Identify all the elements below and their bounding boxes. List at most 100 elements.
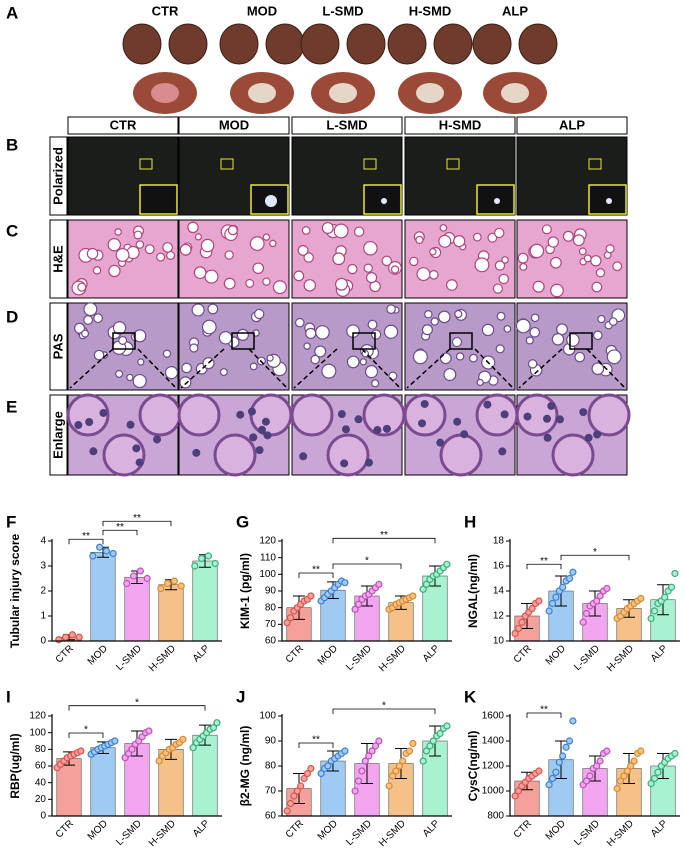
y-tick-label: 0 [40,811,46,822]
tubule [438,234,452,248]
x-tick-label: L-SMD [344,818,374,848]
tubule [551,433,595,477]
tubule [164,366,179,380]
data-point [593,597,601,605]
data-point [616,777,625,785]
data-point [565,737,574,745]
tubule [364,365,379,379]
panel-label: D [6,307,18,326]
data-point [426,742,434,750]
tubule [367,319,378,330]
data-point [511,792,519,800]
tubule [347,263,358,275]
tubule [424,310,433,319]
kidney-photo [472,23,512,65]
data-point [548,774,557,783]
data-point [419,757,427,765]
kidney-medulla [501,83,529,103]
tubule [519,262,528,271]
panel-label: E [6,397,17,416]
nucleus [337,410,346,419]
bar [90,747,116,817]
zoom-line [180,348,225,389]
nucleus [340,459,349,468]
nucleus [135,458,144,467]
x-tick-label: CTR [284,818,306,840]
nucleus [263,431,272,440]
nucleus [341,425,350,434]
nucleus [543,414,552,423]
y-tick-label: 1400 [482,736,505,747]
data-point [95,543,104,551]
tubule [326,433,370,477]
data-point [111,737,119,745]
x-tick-label: L-SMD [572,643,602,673]
x-tick-label: MOD [544,643,568,667]
nucleus [543,433,552,442]
data-point [579,618,587,626]
data-point [647,779,655,788]
nucleus [192,448,201,457]
nucleus [418,419,427,428]
zoom-line [474,348,514,389]
significance-label: ** [116,522,124,533]
data-point [177,582,185,590]
tubule [303,252,314,263]
panel-label: F [6,512,16,531]
significance-bracket [298,572,334,578]
tubule [365,272,378,284]
y-tick-label: 0 [40,636,46,647]
zoom-box [139,158,153,170]
x-tick-label: L-SMD [572,818,602,848]
tubule [135,240,145,249]
nucleus [555,415,564,424]
data-point [365,752,373,760]
kidney-medulla [151,83,179,103]
data-point [351,787,359,795]
tubule [249,362,258,371]
data-point [569,568,577,576]
tubule [86,247,99,260]
kidney-photo [168,23,208,65]
data-point [650,607,659,615]
data-point [128,745,136,753]
significance-bracket [526,712,562,718]
significance-bracket [526,563,562,570]
axis [51,714,222,817]
data-point [613,784,621,793]
group-header: CTR [110,117,137,132]
nucleus [85,418,94,427]
significance-bracket [102,520,172,527]
tubule [550,283,564,298]
significance-bracket [68,705,206,711]
tubule [359,358,367,366]
tubule [583,254,592,263]
tubule [353,226,365,237]
tubule [112,321,127,335]
zoom-box [588,158,602,170]
tubule [476,378,484,387]
data-point [671,569,679,578]
tubule [193,266,207,280]
row-label: Polarized [50,147,65,205]
axis [509,714,680,817]
panel-label: G [236,512,249,531]
tubule [541,224,552,235]
data-point [528,604,536,613]
group-header: ALP [559,117,585,132]
tubule [162,242,173,253]
x-tick-label: ALP [649,643,670,664]
tubule [383,324,399,339]
tubule [321,221,334,234]
tubule [213,433,257,477]
group-header-box [404,116,516,135]
y-tick-label: 1200 [482,761,505,772]
panel-label: J [236,687,245,706]
x-tick-label: MOD [86,818,110,842]
data-point [368,747,376,755]
significance-label: * [135,697,139,708]
data-point [650,774,659,783]
tubule [219,368,228,377]
zoom-box [352,332,376,350]
x-tick-label: H-SMD [377,818,408,849]
